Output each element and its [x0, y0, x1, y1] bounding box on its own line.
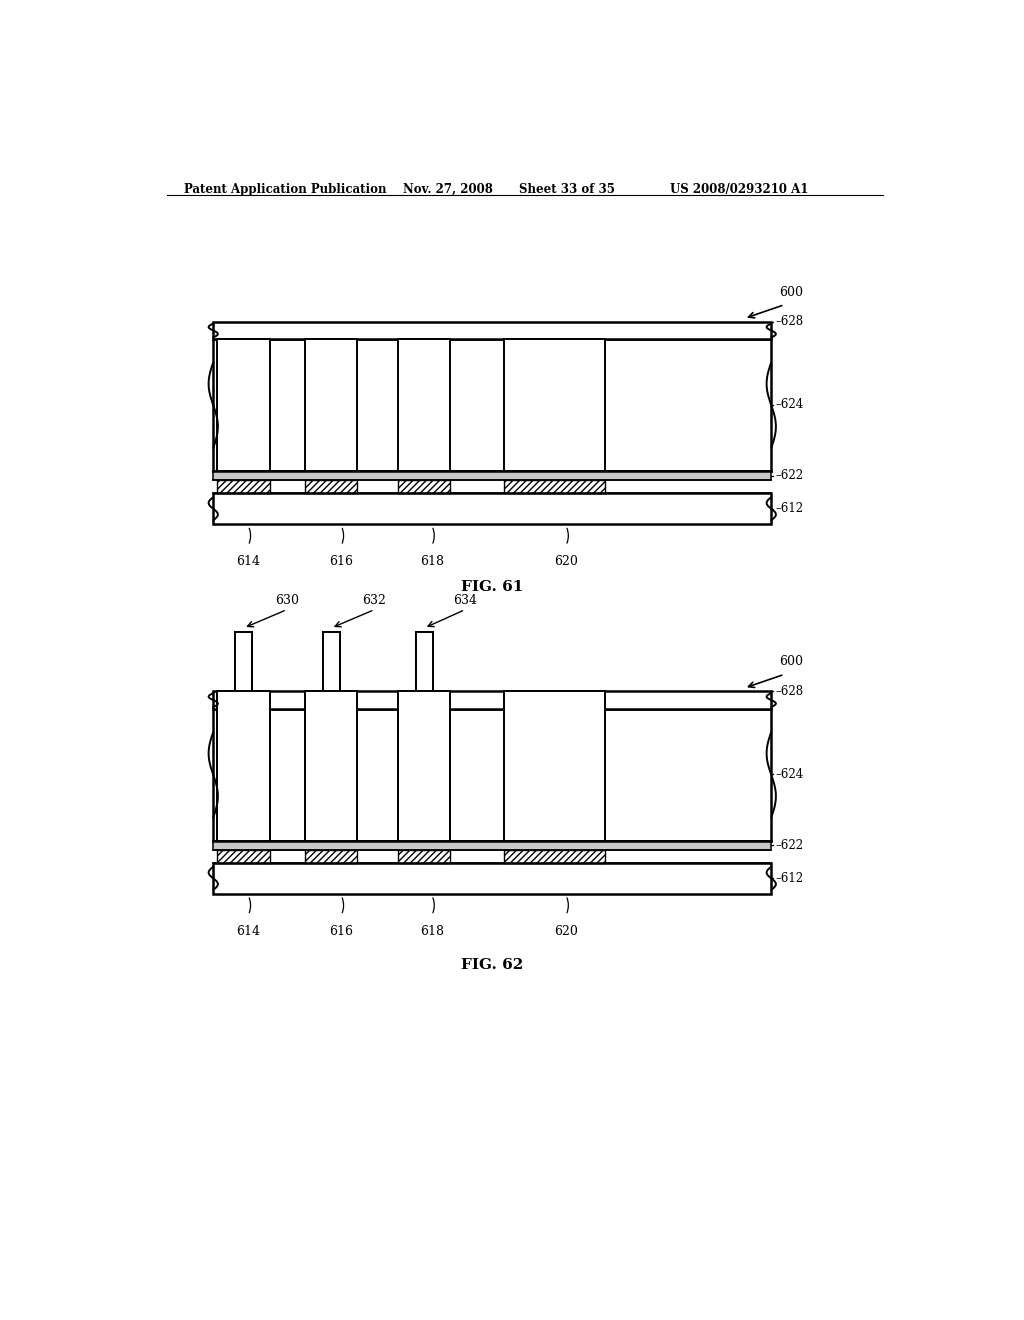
Bar — [213, 322, 771, 339]
Text: 632: 632 — [362, 594, 386, 607]
Bar — [504, 339, 604, 471]
Bar — [305, 692, 357, 841]
Bar — [217, 480, 270, 494]
Text: 616: 616 — [329, 924, 353, 937]
Bar — [217, 709, 270, 841]
Bar — [305, 709, 357, 841]
Text: –612: –612 — [776, 502, 804, 515]
Bar — [305, 850, 357, 863]
Bar — [416, 632, 432, 709]
Bar — [217, 692, 270, 841]
Bar — [305, 339, 357, 471]
Text: –622: –622 — [776, 469, 804, 482]
Bar — [397, 850, 451, 863]
Bar — [234, 632, 252, 709]
Text: 614: 614 — [237, 554, 260, 568]
Text: –622: –622 — [776, 838, 804, 851]
Text: –612: –612 — [776, 871, 804, 884]
Text: Patent Application Publication: Patent Application Publication — [183, 183, 386, 197]
Bar — [323, 632, 340, 709]
Bar — [213, 841, 771, 850]
Text: US 2008/0293210 A1: US 2008/0293210 A1 — [671, 183, 809, 197]
Bar — [397, 480, 451, 494]
Bar — [213, 339, 771, 471]
Bar — [213, 692, 771, 709]
Bar — [305, 480, 357, 494]
Bar — [504, 850, 604, 863]
Text: –628: –628 — [776, 685, 804, 698]
Text: 620: 620 — [554, 554, 578, 568]
Text: FIG. 61: FIG. 61 — [461, 581, 523, 594]
Text: 630: 630 — [274, 594, 299, 607]
Bar — [234, 632, 252, 709]
Bar — [504, 692, 604, 841]
Text: –624: –624 — [776, 399, 804, 412]
Bar — [504, 480, 604, 494]
Bar — [397, 709, 451, 841]
Bar — [213, 709, 771, 841]
Bar — [416, 632, 432, 709]
Bar — [213, 494, 771, 524]
Text: 618: 618 — [420, 924, 443, 937]
Text: 600: 600 — [778, 655, 803, 668]
Text: 620: 620 — [554, 924, 578, 937]
Bar — [397, 692, 451, 841]
Text: FIG. 62: FIG. 62 — [461, 958, 523, 972]
Bar — [213, 471, 771, 480]
Text: –628: –628 — [776, 315, 804, 329]
Text: Sheet 33 of 35: Sheet 33 of 35 — [519, 183, 615, 197]
Bar — [397, 339, 451, 471]
Text: 616: 616 — [329, 554, 353, 568]
Bar — [213, 863, 771, 894]
Text: 600: 600 — [778, 285, 803, 298]
Bar — [217, 339, 270, 471]
Text: Nov. 27, 2008: Nov. 27, 2008 — [403, 183, 493, 197]
Bar — [217, 850, 270, 863]
Text: 614: 614 — [237, 924, 260, 937]
Text: 618: 618 — [420, 554, 443, 568]
Bar — [323, 632, 340, 709]
Text: 634: 634 — [454, 594, 477, 607]
Text: –624: –624 — [776, 768, 804, 781]
